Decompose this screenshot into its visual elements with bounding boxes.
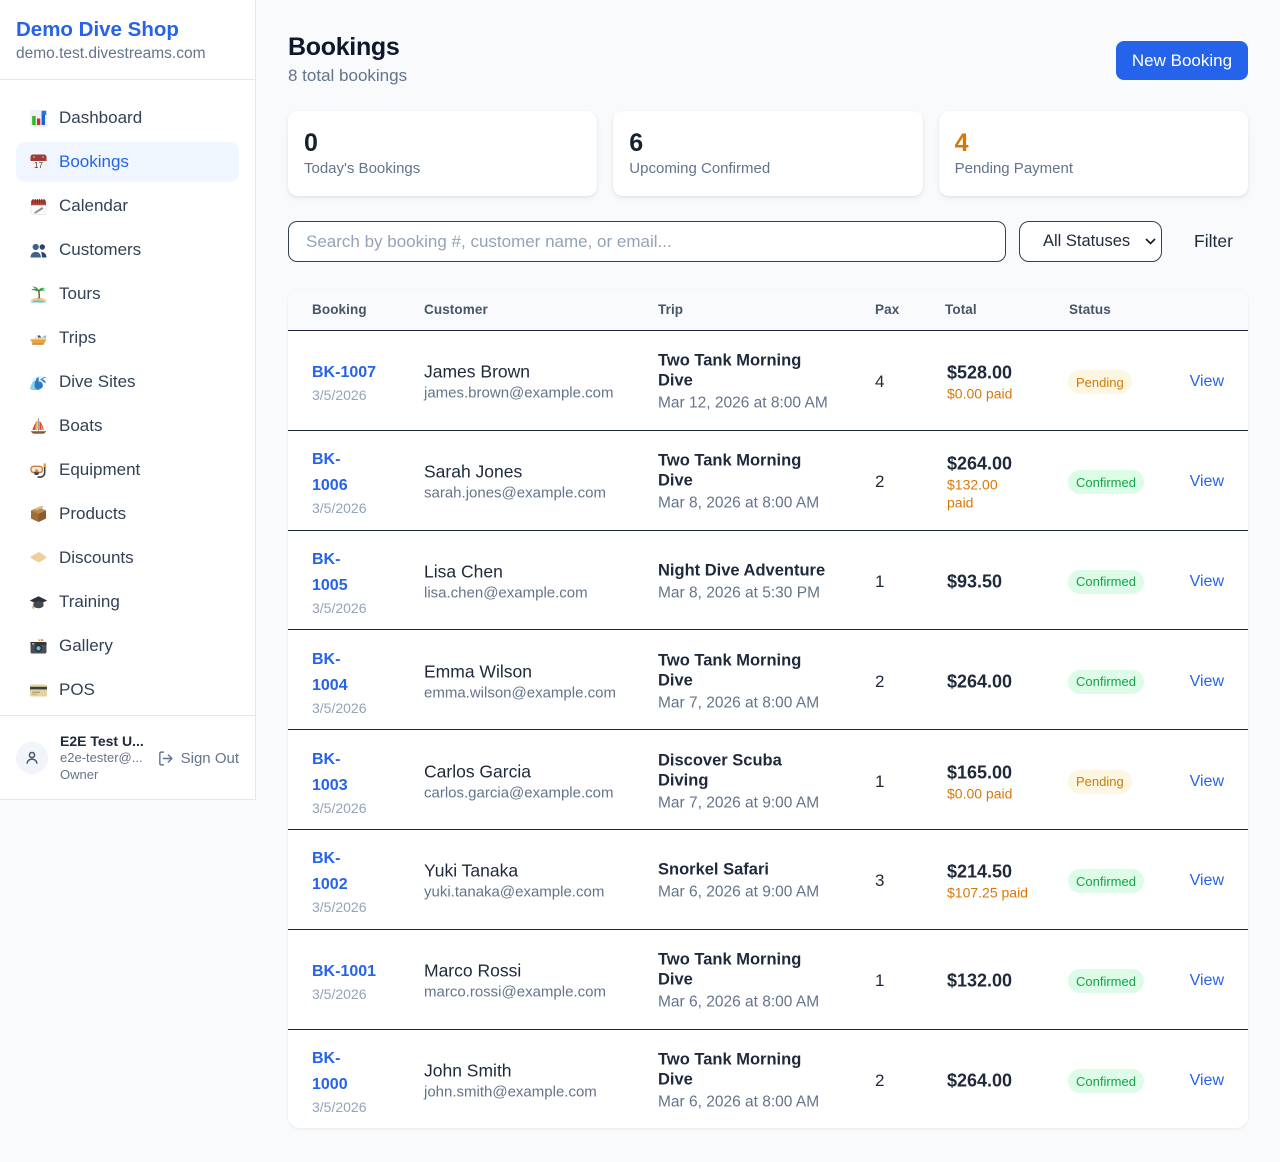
svg-text:17: 17 — [34, 160, 43, 169]
